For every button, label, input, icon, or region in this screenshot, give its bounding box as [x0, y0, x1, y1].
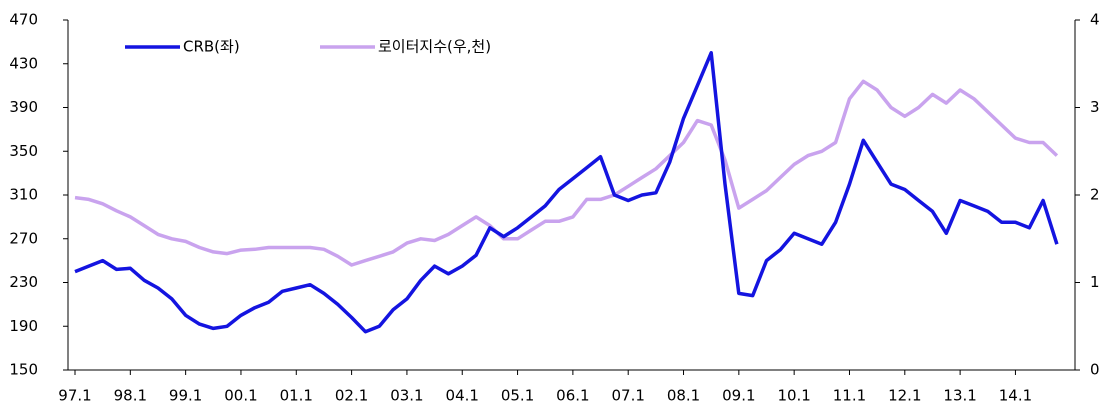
legend-label: 로이터지수(우,천) — [378, 38, 491, 56]
x-tick-label: 13.1 — [943, 387, 976, 405]
y2-tick-label: 3 — [1090, 98, 1100, 116]
y-tick-label: 150 — [9, 361, 38, 379]
x-tick-label: 01.1 — [280, 387, 313, 405]
y2-tick-label: 0 — [1090, 361, 1100, 379]
series-line — [74, 51, 1059, 334]
x-tick-label: 98.1 — [114, 387, 147, 405]
series-line — [74, 79, 1059, 267]
x-tick-label: 11.1 — [833, 387, 866, 405]
x-tick-label: 02.1 — [335, 387, 368, 405]
y-tick-label: 350 — [9, 142, 38, 160]
y2-tick-label: 2 — [1090, 186, 1100, 204]
x-tick-label: 09.1 — [722, 387, 755, 405]
x-tick-label: 14.1 — [999, 387, 1032, 405]
legend-label: CRB(좌) — [183, 38, 240, 56]
y-tick-label: 470 — [9, 11, 38, 29]
x-tick-label: 06.1 — [556, 387, 589, 405]
x-tick-label: 04.1 — [446, 387, 479, 405]
y-tick-label: 310 — [9, 186, 38, 204]
y-tick-label: 390 — [9, 98, 38, 116]
x-tick-label: 03.1 — [390, 387, 423, 405]
y-tick-label: 190 — [9, 317, 38, 335]
y2-tick-label: 1 — [1090, 273, 1100, 291]
y-tick-label: 430 — [9, 54, 38, 72]
y-tick-label: 230 — [9, 273, 38, 291]
y2-tick-label: 4 — [1090, 11, 1100, 29]
x-tick-label: 07.1 — [611, 387, 644, 405]
x-tick-label: 12.1 — [888, 387, 921, 405]
x-tick-label: 97.1 — [58, 387, 91, 405]
x-tick-label: 10.1 — [777, 387, 810, 405]
x-tick-label: 08.1 — [667, 387, 700, 405]
x-tick-label: 00.1 — [224, 387, 257, 405]
x-tick-label: 05.1 — [501, 387, 534, 405]
y-tick-label: 270 — [9, 229, 38, 247]
x-tick-label: 99.1 — [169, 387, 202, 405]
